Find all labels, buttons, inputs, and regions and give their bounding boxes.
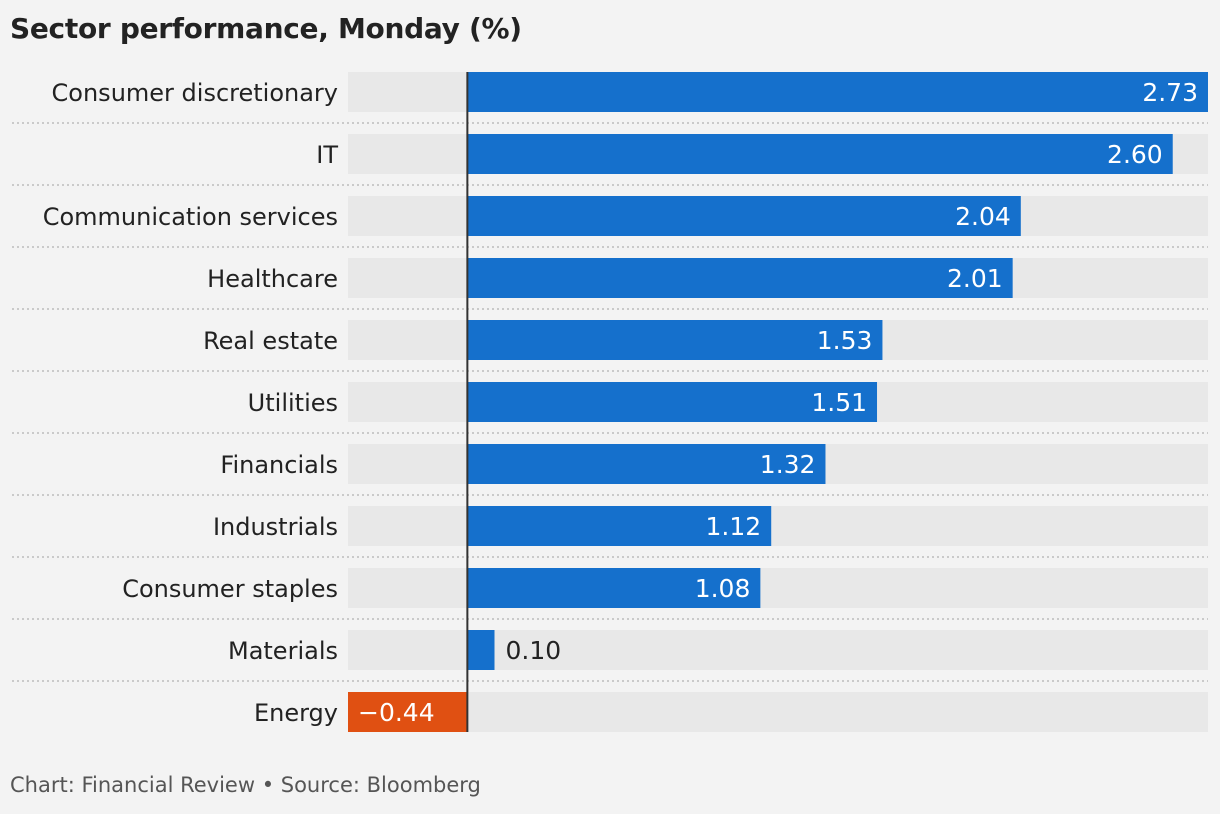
bar	[467, 320, 883, 360]
bar	[467, 382, 878, 422]
value-label: 1.08	[695, 574, 751, 603]
value-label: 1.53	[817, 326, 873, 355]
value-label: 2.04	[955, 202, 1011, 231]
category-label: Industrials	[213, 513, 338, 541]
bar	[467, 630, 495, 670]
category-label: Consumer staples	[122, 575, 338, 603]
value-label: 1.12	[706, 512, 762, 541]
bar	[467, 72, 1208, 112]
category-label: Healthcare	[207, 265, 338, 293]
category-label: Communication services	[43, 203, 338, 231]
category-label: Consumer discretionary	[52, 79, 338, 107]
category-label: Materials	[228, 637, 338, 665]
category-label: Utilities	[248, 389, 338, 417]
chart-source: Chart: Financial Review • Source: Bloomb…	[10, 773, 481, 797]
bar	[467, 568, 761, 608]
category-label: IT	[316, 141, 338, 169]
bar	[467, 134, 1173, 174]
bar	[467, 444, 826, 484]
category-label: Energy	[254, 699, 338, 727]
value-label: 1.32	[760, 450, 816, 479]
category-label: Financials	[220, 451, 338, 479]
value-label: 0.10	[505, 636, 561, 665]
category-label: Real estate	[203, 327, 338, 355]
value-label: −0.44	[358, 698, 435, 727]
bar	[467, 258, 1013, 298]
bar-track	[348, 692, 1208, 732]
chart-title: Sector performance, Monday (%)	[10, 12, 522, 45]
value-label: 1.51	[811, 388, 867, 417]
bar	[467, 196, 1021, 236]
value-label: 2.73	[1142, 78, 1198, 107]
value-label: 2.01	[947, 264, 1003, 293]
bar	[467, 506, 772, 546]
bar	[348, 692, 468, 732]
value-label: 2.60	[1107, 140, 1163, 169]
